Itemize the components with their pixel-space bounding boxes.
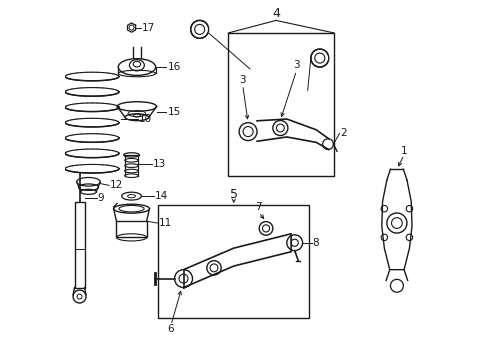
Text: 11: 11 <box>158 218 171 228</box>
Text: 6: 6 <box>167 324 174 334</box>
Text: 3: 3 <box>293 60 299 70</box>
Text: 2: 2 <box>340 129 346 138</box>
Text: 16: 16 <box>167 62 180 72</box>
Text: 5: 5 <box>229 188 237 201</box>
Bar <box>158 205 308 318</box>
Text: 3: 3 <box>239 75 245 85</box>
Bar <box>228 33 333 176</box>
Text: 12: 12 <box>110 180 123 190</box>
Text: 15: 15 <box>167 107 180 117</box>
Text: 17: 17 <box>142 23 155 33</box>
Text: 1: 1 <box>400 146 407 156</box>
Text: 7: 7 <box>255 202 262 212</box>
Bar <box>116 221 146 237</box>
Text: 8: 8 <box>312 238 319 248</box>
Text: 10: 10 <box>139 114 152 124</box>
Text: 9: 9 <box>97 193 104 203</box>
Text: 13: 13 <box>153 159 166 169</box>
Bar <box>74 202 84 288</box>
Text: 4: 4 <box>271 7 279 20</box>
Text: 14: 14 <box>155 191 168 201</box>
